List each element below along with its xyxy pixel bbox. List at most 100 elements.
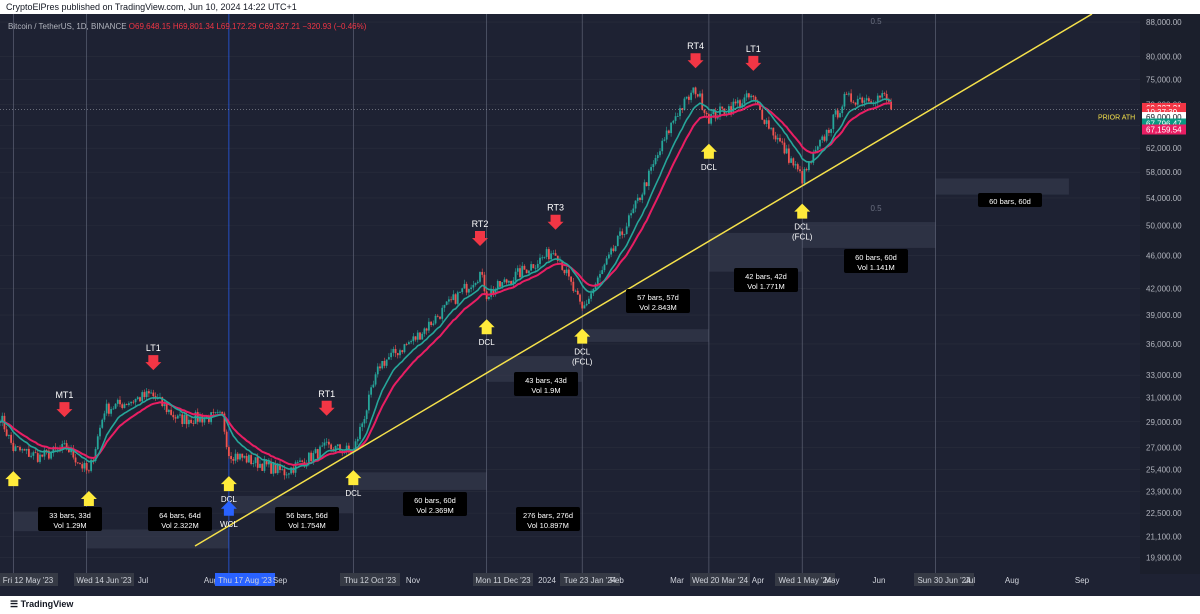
candle-body	[507, 280, 510, 283]
candle-body	[661, 140, 664, 152]
candle-body	[279, 464, 281, 470]
time-tick-label: Tue 23 Jan '24	[564, 576, 617, 585]
candle-body	[21, 449, 24, 451]
candle-body	[310, 452, 313, 462]
candle-body	[616, 235, 619, 247]
candle-body	[745, 93, 748, 98]
buy-arrow-icon	[220, 500, 237, 516]
candle-body	[563, 269, 566, 274]
candle-body	[556, 255, 559, 261]
time-tick-label: Jun	[873, 576, 886, 585]
candle-body	[656, 155, 659, 159]
ohlc-change: −320.93 (−0.46%)	[302, 22, 367, 31]
ema-fast-line	[0, 98, 892, 471]
time-tick-label: May	[824, 576, 839, 585]
candle-body	[779, 137, 781, 142]
candle-body	[83, 463, 86, 469]
candle-body	[599, 273, 601, 278]
range-box	[582, 329, 709, 342]
trendline	[194, 14, 1093, 547]
candle-body	[574, 290, 577, 292]
candle-body	[72, 448, 75, 458]
candle-body	[430, 321, 433, 325]
candle-body	[663, 139, 666, 141]
candle-body	[790, 158, 793, 163]
candle-body	[821, 136, 824, 141]
candle-body	[147, 391, 150, 394]
low-label: DCL	[794, 223, 811, 232]
ohlc-close: C69,327.21	[258, 22, 301, 31]
measure-box	[38, 507, 102, 531]
sell-arrow-icon	[472, 230, 488, 246]
candle-body	[750, 95, 753, 98]
candle-body	[772, 127, 775, 136]
buy-arrow-icon	[220, 476, 237, 492]
candle-body	[707, 114, 710, 124]
candle-body	[243, 455, 246, 458]
candle-body	[170, 409, 173, 415]
low-label: DCL	[701, 163, 718, 172]
candle-body	[879, 95, 881, 98]
candle-body	[627, 215, 630, 227]
candle-body	[503, 279, 506, 283]
buy-arrow-icon	[345, 470, 362, 486]
time-tick-label: Wed 20 Mar '24	[692, 576, 749, 585]
time-tick-label: Mar	[670, 576, 684, 585]
measure-box	[148, 507, 212, 531]
sell-arrow-icon	[318, 400, 335, 416]
sell-label: RT2	[472, 219, 489, 229]
candle-body	[732, 101, 735, 113]
candle-body	[650, 167, 653, 171]
candle-body	[52, 446, 55, 453]
candle-body	[756, 101, 759, 105]
symbol-legend: Bitcoin / TetherUS, 1D, BINANCE O69,648.…	[8, 22, 366, 31]
measure-vol-label: Vol 1.754M	[288, 521, 326, 530]
candle-body	[619, 231, 621, 236]
candle-body	[319, 446, 321, 459]
range-box	[86, 529, 229, 549]
buy-arrow-icon	[700, 143, 717, 159]
candle-body	[219, 411, 221, 413]
candle-body	[476, 281, 479, 284]
measure-box	[275, 507, 339, 531]
candle-body	[712, 110, 715, 115]
candle-body	[245, 455, 248, 463]
candle-body	[865, 98, 868, 101]
price-marker-label: 67,159.54	[1146, 126, 1182, 135]
candle-body	[850, 93, 853, 102]
time-marker	[340, 573, 400, 586]
candle-body	[590, 293, 593, 299]
candle-body	[641, 194, 644, 200]
candle-body	[112, 408, 115, 410]
chart-canvas[interactable]: 88,000.0080,000.0075,000.0070,000.0066,0…	[0, 14, 1200, 596]
time-tick-label: Sep	[273, 576, 288, 585]
candle-body	[387, 357, 390, 360]
candle-body	[721, 106, 724, 109]
low-label: (FCL)	[792, 233, 813, 242]
candle-body	[247, 455, 250, 463]
candle-body	[301, 460, 304, 462]
time-marker	[473, 573, 533, 586]
candle-body	[394, 348, 397, 354]
candle-body	[587, 298, 590, 304]
candle-body	[887, 100, 890, 102]
candle-body	[285, 474, 288, 476]
candle-body	[527, 270, 530, 274]
candle-body	[316, 449, 319, 459]
candle-body	[207, 416, 210, 423]
measure-bars-label: 56 bars, 56d	[286, 511, 328, 520]
candle-body	[787, 148, 790, 163]
candle-body	[185, 414, 188, 425]
tradingview-logo: ☰ TradingView	[10, 599, 73, 610]
candle-body	[463, 283, 466, 289]
ema-slow-line	[0, 102, 892, 467]
candle-body	[550, 253, 553, 260]
ohlc-open: O69,648.15	[128, 22, 171, 31]
candle-body	[456, 292, 459, 304]
measure-box	[514, 372, 578, 396]
candle-body	[261, 463, 264, 471]
buy-arrow-icon	[80, 491, 97, 507]
candle-body	[127, 403, 130, 406]
sell-arrow-icon	[56, 402, 73, 418]
candle-body	[383, 360, 386, 366]
